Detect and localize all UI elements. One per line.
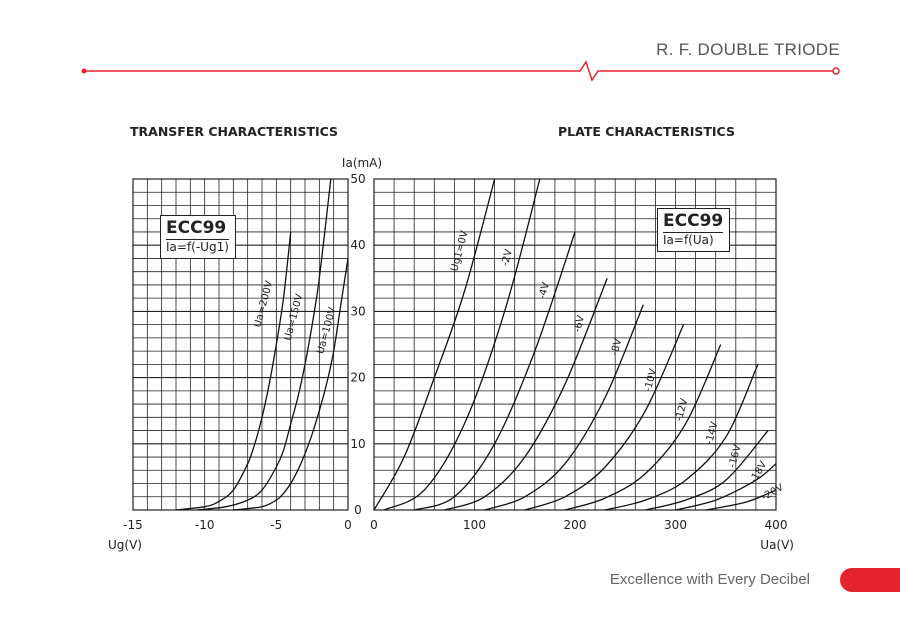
- transfer-legend: ECC99 Ia=f(-Ug1): [160, 215, 236, 259]
- plate-series-line: [373, 178, 496, 511]
- transfer-legend-formula: Ia=f(-Ug1): [166, 240, 229, 254]
- plate-x-axis-label: Ua(V): [760, 538, 794, 552]
- plate-legend-name: ECC99: [663, 211, 724, 233]
- transfer-x-tick-label: -5: [270, 518, 282, 532]
- plate-series-label: -20V: [760, 482, 786, 503]
- plate-series-label: -2V: [500, 248, 515, 267]
- plate-series-line: [645, 430, 769, 511]
- header-rule-dot-left: [81, 68, 87, 74]
- plate-series-line: [484, 304, 644, 511]
- plate-series-label: -10V: [643, 368, 660, 393]
- plate-series-line: [564, 344, 722, 511]
- plate-legend-formula: Ia=f(Ua): [663, 233, 714, 247]
- transfer-plot-border: [132, 178, 349, 511]
- plate-series-line: [444, 278, 608, 511]
- plate-series-line: [524, 324, 685, 511]
- plate-x-tick-label: 200: [564, 518, 587, 532]
- plate-series-line: [675, 463, 777, 511]
- y-tick-label: 10: [350, 437, 365, 451]
- transfer-x-tick-label: -10: [195, 518, 215, 532]
- y-tick-label: 40: [350, 238, 365, 252]
- transfer-series-line: [197, 178, 332, 511]
- plate-series-line: [604, 364, 759, 511]
- transfer-series-label: Ua=150V: [283, 293, 306, 342]
- transfer-series-label: Ua=100V: [315, 306, 338, 355]
- header-rule-dot-right: [832, 67, 840, 75]
- plate-x-tick-label: 0: [370, 518, 378, 532]
- plate-series-label: -14V: [704, 420, 721, 445]
- transfer-x-tick-label: -15: [123, 518, 143, 532]
- footer-accent-pill: [840, 568, 900, 592]
- transfer-series-line: [233, 258, 349, 511]
- plate-series-label: -6V: [572, 314, 587, 333]
- plate-series-line: [705, 489, 777, 511]
- y-tick-label: 0: [354, 503, 362, 517]
- transfer-x-axis-label: Ug(V): [108, 538, 142, 552]
- transfer-series-line: [175, 231, 292, 511]
- y-tick-label: 50: [350, 172, 365, 186]
- y-tick-label: 30: [350, 304, 365, 318]
- plate-series-label: -4V: [537, 281, 552, 300]
- transfer-legend-name: ECC99: [166, 219, 229, 240]
- plate-plot-border: [373, 178, 777, 511]
- plate-series-label: Ug1=0V: [449, 229, 470, 272]
- y-axis-label: Ia(mA): [342, 156, 382, 170]
- plate-x-tick-label: 400: [765, 518, 788, 532]
- y-tick-label: 20: [350, 371, 365, 385]
- footer-tagline: Excellence with Every Decibel: [609, 571, 810, 588]
- transfer-x-tick-label: 0: [344, 518, 352, 532]
- plate-series-line: [413, 231, 576, 511]
- plate-series-label: -8V: [609, 337, 624, 356]
- transfer-series-label: Ua=200V: [252, 280, 275, 329]
- plate-x-tick-label: 100: [463, 518, 486, 532]
- plate-legend: ECC99 Ia=f(Ua): [657, 208, 731, 252]
- plate-series-line: [383, 178, 541, 511]
- header-rule-line: [84, 60, 834, 82]
- transfer-chart-title: TRANSFER CHARACTERISTICS: [130, 124, 339, 139]
- plate-series-label: -16V: [727, 444, 744, 469]
- plate-chart-title: PLATE CHARACTERISTICS: [558, 124, 735, 139]
- plate-x-tick-label: 300: [664, 518, 687, 532]
- header-title: R. F. DOUBLE TRIODE: [656, 40, 840, 59]
